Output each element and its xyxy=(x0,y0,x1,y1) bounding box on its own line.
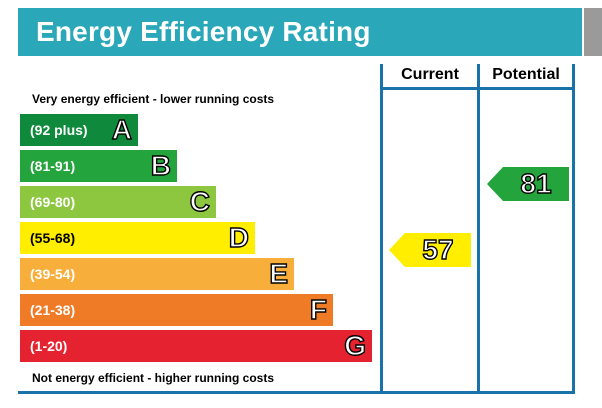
page-title: Energy Efficiency Rating xyxy=(36,16,371,47)
band-letter-label: C xyxy=(189,185,211,217)
potential-arrow-shape xyxy=(487,167,569,201)
frame-left-line xyxy=(380,64,383,394)
band-range-label: (1-20) xyxy=(30,338,68,354)
column-header-potential: Potential xyxy=(492,66,560,83)
band-g: (1-20) G xyxy=(20,329,372,362)
band-range-label: (81-91) xyxy=(30,158,76,174)
frame-header-line xyxy=(380,87,575,90)
band-e: (39-54) E xyxy=(20,257,294,290)
caption-bottom: Not energy efficient - higher running co… xyxy=(32,371,275,385)
caption-top: Very energy efficient - lower running co… xyxy=(32,92,275,106)
band-letter-label: D xyxy=(228,221,250,253)
band-d: (55-68) D xyxy=(20,221,255,254)
current-arrow-shape xyxy=(389,233,471,267)
band-letter-label: A xyxy=(111,113,133,145)
frame-right-line xyxy=(572,64,575,394)
band-range-label: (39-54) xyxy=(30,266,76,282)
band-range-label: (92 plus) xyxy=(30,122,88,138)
band-letter-label: F xyxy=(309,293,328,325)
column-header-current: Current xyxy=(401,66,459,83)
frame-mid-line xyxy=(477,64,480,394)
current-rating-value: 57 xyxy=(422,233,455,265)
band-letter-label: E xyxy=(269,257,289,289)
band-b: (81-91) B xyxy=(20,149,177,182)
title-bar xyxy=(18,8,582,56)
potential-rating-marker: 81 xyxy=(487,167,569,201)
potential-rating-value: 81 xyxy=(520,167,553,199)
band-c: (69-80) C xyxy=(20,185,216,218)
band-range-label: (55-68) xyxy=(30,230,76,246)
band-range-label: (69-80) xyxy=(30,194,76,210)
band-a: (92 plus) A xyxy=(20,113,138,146)
band-range-label: (21-38) xyxy=(30,302,76,318)
band-f: (21-38) F xyxy=(20,293,333,326)
frame-bottom-line xyxy=(18,391,575,394)
side-strip xyxy=(584,8,602,56)
current-rating-marker: 57 xyxy=(389,233,471,267)
band-letter-label: G xyxy=(344,329,367,361)
band-letter-label: B xyxy=(150,149,172,181)
